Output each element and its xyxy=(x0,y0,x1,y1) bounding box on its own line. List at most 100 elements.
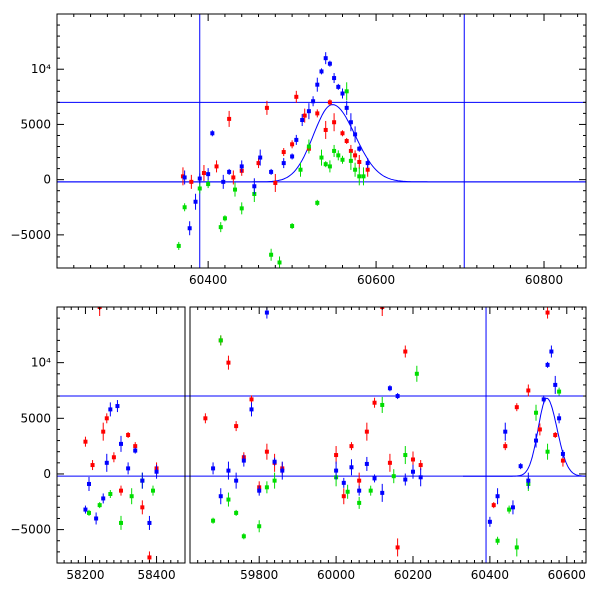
data-point xyxy=(133,448,138,453)
data-point xyxy=(182,205,187,210)
data-point xyxy=(349,444,354,449)
data-point xyxy=(323,162,328,167)
data-point xyxy=(361,174,366,179)
data-point xyxy=(545,362,550,367)
data-point xyxy=(327,61,332,66)
data-point xyxy=(193,199,198,204)
data-point xyxy=(227,116,232,121)
x-tick-label: 60400 xyxy=(189,273,227,287)
data-point xyxy=(182,175,187,180)
data-point xyxy=(353,153,358,158)
data-point xyxy=(319,155,324,160)
data-point xyxy=(391,474,396,479)
data-point xyxy=(315,200,320,205)
data-point xyxy=(403,477,408,482)
y-tick-label: 0 xyxy=(43,173,51,187)
data-point xyxy=(315,82,320,87)
data-point xyxy=(176,243,181,248)
data-point xyxy=(353,132,358,137)
data-point xyxy=(315,111,320,116)
data-point xyxy=(264,485,269,490)
data-point xyxy=(290,224,295,229)
data-point xyxy=(222,216,227,221)
data-point xyxy=(327,100,332,105)
data-point xyxy=(104,460,109,465)
data-point xyxy=(306,109,311,114)
data-point xyxy=(345,489,350,494)
data-point xyxy=(311,99,316,104)
data-point xyxy=(323,127,328,132)
data-point xyxy=(418,463,423,468)
data-point xyxy=(241,534,246,539)
axes-frame xyxy=(189,306,587,564)
data-point xyxy=(323,56,328,61)
data-point xyxy=(273,180,278,185)
data-point xyxy=(256,161,261,166)
x-tick-label: 60200 xyxy=(394,568,432,582)
data-point xyxy=(357,174,362,179)
data-point xyxy=(294,137,299,142)
data-point xyxy=(249,397,254,402)
x-tick-label: 60600 xyxy=(548,568,586,582)
data-point xyxy=(348,148,353,153)
data-point xyxy=(344,105,349,110)
data-point xyxy=(197,186,202,191)
data-point xyxy=(277,260,282,265)
data-point xyxy=(218,225,223,230)
data-point xyxy=(357,478,362,483)
data-point xyxy=(357,159,362,164)
data-point xyxy=(140,478,145,483)
data-point xyxy=(348,120,353,125)
data-point xyxy=(503,444,508,449)
data-point xyxy=(364,429,369,434)
y-tick-label: 5000 xyxy=(20,411,51,425)
data-point xyxy=(410,469,415,474)
data-point xyxy=(257,524,262,529)
panel-top: 60400 60600 60800 −5000 0 5000 10⁴ xyxy=(10,13,587,287)
data-point xyxy=(104,416,109,421)
data-point xyxy=(340,157,345,162)
data-point xyxy=(534,438,539,443)
data-point xyxy=(306,144,311,149)
data-point xyxy=(341,480,346,485)
data-point xyxy=(395,545,400,550)
data-point xyxy=(332,120,337,125)
data-point xyxy=(231,175,236,180)
y-tick-label: −5000 xyxy=(10,523,51,537)
data-point xyxy=(557,389,562,394)
data-point xyxy=(129,494,134,499)
data-point xyxy=(340,131,345,136)
data-point xyxy=(507,507,512,512)
data-point xyxy=(264,310,269,315)
data-point xyxy=(87,510,91,515)
data-point xyxy=(227,169,232,174)
plot-area xyxy=(57,14,586,268)
data-point xyxy=(249,407,254,412)
data-point xyxy=(239,206,244,211)
data-point xyxy=(387,386,392,391)
data-point xyxy=(334,468,339,473)
x-tick-label: 58400 xyxy=(137,568,175,582)
data-point xyxy=(349,465,354,470)
data-point xyxy=(272,478,277,483)
data-point xyxy=(495,538,500,543)
data-point xyxy=(290,142,295,147)
data-point xyxy=(541,397,546,402)
data-point xyxy=(206,182,211,187)
data-point xyxy=(108,491,113,496)
x-tick-label: 59800 xyxy=(240,568,278,582)
data-point xyxy=(154,469,159,474)
data-point xyxy=(94,516,99,521)
data-point xyxy=(553,382,558,387)
data-point xyxy=(560,458,565,463)
data-point xyxy=(553,433,558,437)
x-tick-label: 60000 xyxy=(317,568,355,582)
data-point xyxy=(487,519,492,524)
y-tick-label: 10⁴ xyxy=(31,62,51,76)
data-point xyxy=(90,463,95,468)
data-point xyxy=(372,400,377,405)
data-point xyxy=(147,555,152,560)
data-point xyxy=(340,91,345,96)
data-point xyxy=(491,503,496,508)
data-point xyxy=(201,171,206,176)
